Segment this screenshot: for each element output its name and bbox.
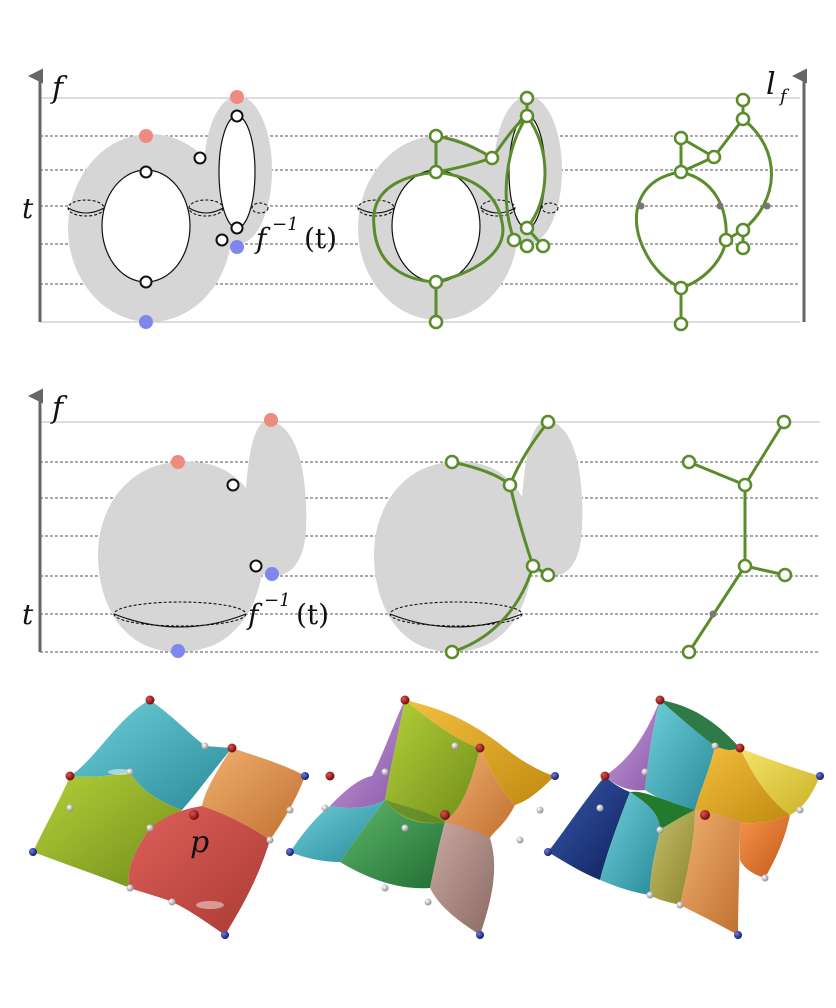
- svg-text:−1: −1: [272, 214, 299, 235]
- saddle-ball: [424, 898, 432, 906]
- saddle-point: [139, 275, 153, 289]
- top-preimage-label: f −1 (t): [254, 214, 337, 255]
- min-ball: [551, 772, 559, 780]
- saddle-ball: [66, 804, 74, 812]
- terrain-1: p: [29, 695, 309, 939]
- max-ball: [145, 695, 155, 705]
- max-ball: [189, 810, 199, 820]
- local-max-point: [171, 455, 185, 469]
- double-torus-surface: [67, 90, 272, 329]
- saddle-ball: [266, 836, 274, 844]
- svg-text:(t): (t): [304, 222, 337, 255]
- point-p-label: p: [190, 825, 209, 860]
- max-ball: [475, 743, 485, 753]
- terrain-3: [544, 695, 824, 939]
- max-ball: [655, 695, 665, 705]
- saddle-ball: [711, 742, 719, 750]
- local-min-point: [265, 567, 279, 581]
- local-min-point: [230, 240, 244, 254]
- saddle-ball: [321, 804, 329, 812]
- min-ball: [301, 772, 309, 780]
- middle-t-label: t: [22, 598, 34, 631]
- min-ball: [286, 848, 294, 856]
- contour-tree: [681, 414, 793, 660]
- max-ball: [400, 695, 410, 705]
- max-ball: [700, 810, 710, 820]
- saddle-ball: [646, 891, 654, 899]
- saddle-point: [226, 478, 240, 492]
- saddle-point: [249, 559, 263, 573]
- svg-text:f: f: [246, 598, 263, 631]
- double-torus-with-graph: [357, 90, 562, 330]
- saddle-ball: [656, 826, 664, 834]
- min-ball: [221, 931, 229, 939]
- saddle-ball: [146, 824, 154, 832]
- local-max-point: [139, 129, 153, 143]
- saddle-ball: [536, 806, 544, 814]
- top-t-label: t: [22, 192, 34, 225]
- saddle-ball: [401, 824, 409, 832]
- bottom-panel: p: [29, 695, 824, 939]
- saddle-ball: [451, 742, 459, 750]
- max-ball: [65, 771, 75, 781]
- min-ball: [476, 931, 484, 939]
- saddle-ball: [676, 901, 684, 909]
- svg-text:f: f: [254, 222, 271, 255]
- max-ball: [600, 771, 610, 781]
- top-f-label: f: [50, 71, 68, 106]
- min-ball: [734, 931, 742, 939]
- saddle-point: [230, 221, 244, 235]
- max-ball: [227, 743, 237, 753]
- saddle-ball: [286, 806, 294, 814]
- svg-text:−1: −1: [264, 590, 291, 611]
- middle-panel: f t f −1 (t): [22, 388, 820, 660]
- min-ball: [544, 848, 552, 856]
- min-point: [171, 644, 185, 658]
- saddle-point: [215, 233, 229, 247]
- max-point: [230, 90, 244, 104]
- reeb-graph-overlay: [372, 90, 551, 330]
- saddle-ball: [126, 884, 134, 892]
- svg-text:f: f: [778, 86, 790, 107]
- saddle-ball: [641, 768, 649, 776]
- svg-text:l: l: [766, 67, 776, 102]
- saddle-ball: [796, 806, 804, 814]
- sphere-surface: [98, 413, 307, 658]
- sphere-with-tree: [374, 414, 583, 660]
- saddle-ball: [381, 884, 389, 892]
- top-panel: f t l f f: [22, 67, 807, 332]
- middle-f-label: f: [50, 391, 68, 426]
- max-ball: [440, 810, 450, 820]
- saddle-ball: [761, 874, 769, 882]
- svg-text:(t): (t): [296, 598, 329, 631]
- terrain-2: [286, 695, 559, 939]
- max-point: [264, 413, 278, 427]
- saddle-ball: [516, 836, 524, 844]
- saddle-point: [139, 165, 153, 179]
- saddle-point: [230, 109, 244, 123]
- min-point: [139, 315, 153, 329]
- min-ball: [816, 772, 824, 780]
- min-ball: [29, 848, 37, 856]
- saddle-ball: [596, 804, 604, 812]
- saddle-ball: [201, 742, 209, 750]
- max-ball: [735, 743, 745, 753]
- saddle-ball: [381, 768, 389, 776]
- saddle-ball: [126, 768, 134, 776]
- reeb-graph: [635, 92, 773, 332]
- middle-preimage-label: f −1 (t): [246, 590, 329, 631]
- saddle-ball: [168, 898, 176, 906]
- saddle-point: [193, 151, 207, 165]
- max-ball: [325, 771, 335, 781]
- top-lf-label: l f: [766, 67, 790, 107]
- tree-overlay: [444, 414, 556, 660]
